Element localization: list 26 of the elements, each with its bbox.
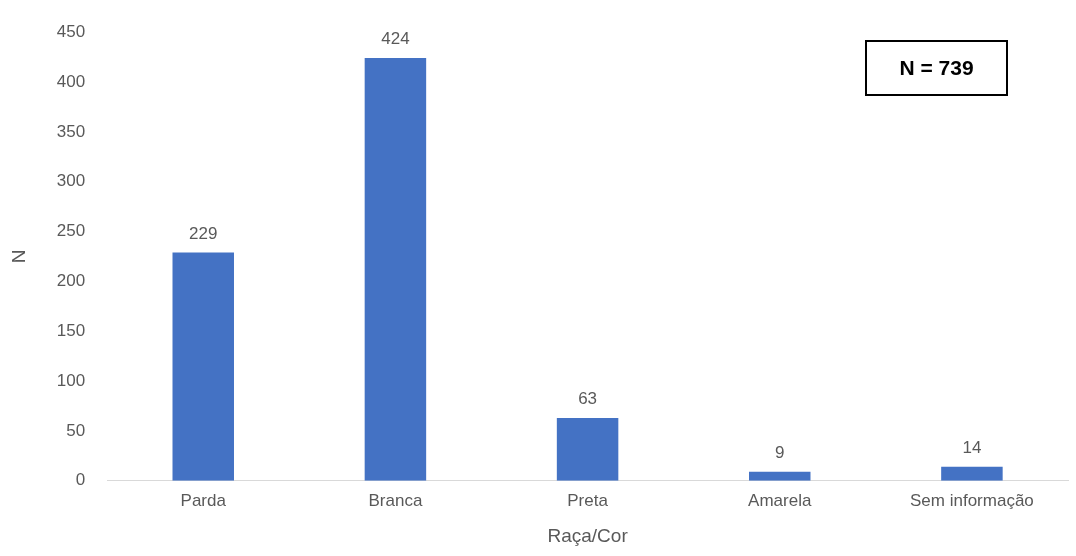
x-axis-title: Raça/Cor (547, 524, 629, 546)
x-tick-label: Branca (368, 490, 423, 510)
y-tick-label: 350 (56, 121, 86, 141)
bar (556, 418, 619, 481)
y-tick-label: 100 (56, 370, 86, 390)
x-tick-label: Parda (180, 490, 227, 510)
data-label: 229 (189, 223, 218, 243)
y-tick-label: 250 (56, 221, 86, 241)
x-tick-label: Sem informação (910, 490, 1034, 510)
y-tick-label: 450 (56, 21, 86, 41)
data-label: 63 (578, 389, 598, 409)
y-tick-label: 0 (75, 470, 86, 490)
data-label: 14 (962, 438, 982, 458)
y-tick-label: 150 (56, 320, 86, 340)
y-axis-title: N (7, 249, 29, 264)
x-tick-label: Amarela (748, 490, 812, 510)
y-tick-label: 200 (56, 271, 86, 291)
data-label: 424 (381, 29, 410, 49)
bar (941, 466, 1003, 481)
y-tick-label: 50 (66, 420, 86, 440)
x-tick-label: Preta (567, 490, 609, 510)
data-label: 9 (775, 443, 785, 463)
bar (364, 58, 427, 481)
y-tick-label: 400 (56, 71, 86, 91)
bar (172, 252, 234, 481)
y-tick-label: 300 (56, 171, 86, 191)
